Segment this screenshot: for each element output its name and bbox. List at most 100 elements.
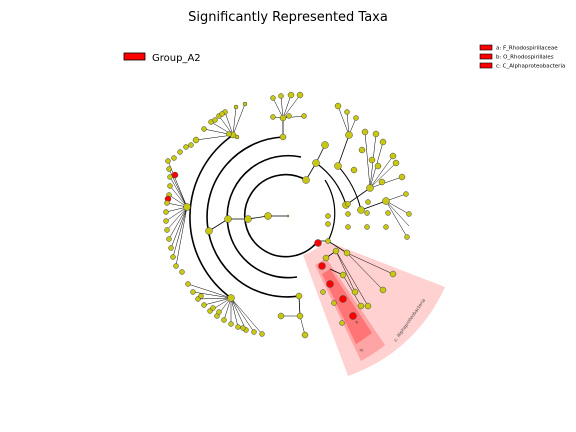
taxon-node (251, 329, 257, 335)
taxon-node (312, 159, 320, 167)
taxon-node (345, 201, 351, 207)
taxon-node (389, 152, 397, 160)
taxon-node (198, 293, 204, 299)
key-text-c: c: C_Alphaproteobacteria (496, 64, 565, 70)
taxon-node (368, 156, 376, 164)
taxon-node (278, 93, 284, 99)
taxon-node (177, 149, 183, 155)
taxon-node (166, 236, 172, 242)
enriched-taxon-node (171, 171, 179, 179)
taxon-node (398, 173, 406, 181)
highlight-key: a: F_Rhodospirillaceae b: O_Rhodospirill… (479, 44, 565, 70)
taxon-node (270, 114, 276, 120)
taxon-node (331, 300, 337, 306)
taxon-node (364, 224, 370, 230)
enriched-taxon-node (314, 239, 322, 247)
taxon-node (345, 211, 351, 217)
taxon-node (383, 224, 389, 230)
taxon-node (173, 263, 179, 269)
taxon-node (325, 213, 331, 219)
highlight-sector-a (322, 269, 372, 344)
taxon-node (351, 288, 359, 296)
taxon-node (372, 130, 380, 138)
taxon-node (163, 218, 169, 224)
taxon-node (166, 166, 172, 172)
taxon-node (406, 211, 412, 217)
key-text-a: a: F_Rhodospirillaceae (496, 46, 558, 52)
taxon-node (343, 249, 351, 257)
taxon-node (165, 158, 171, 164)
taxon-node (164, 227, 170, 233)
enriched-taxon-node (339, 295, 347, 303)
taxon-node (190, 289, 196, 295)
taxon-node (235, 324, 241, 330)
taxon-node (339, 271, 347, 279)
taxon-node (234, 134, 240, 140)
taxon-node (364, 210, 370, 216)
taxon-node (301, 331, 309, 339)
taxon-node (325, 221, 331, 227)
taxon-node (301, 113, 307, 119)
taxon-node (334, 102, 342, 110)
taxon-node (358, 146, 366, 154)
taxon-node (270, 95, 276, 101)
taxon-node (325, 238, 331, 244)
taxon-node (244, 215, 252, 223)
taxon-node (210, 305, 216, 311)
taxon-node (345, 224, 351, 230)
group-legend: Group_A2 (123, 52, 201, 64)
key-swatch-b (479, 53, 493, 60)
taxon-node (334, 162, 342, 170)
taxon-node (192, 136, 200, 144)
taxon-node (188, 142, 194, 148)
taxon-node (224, 215, 232, 223)
group-legend-swatch (123, 52, 146, 61)
taxon-node (279, 114, 287, 122)
taxon-node (179, 269, 185, 275)
enriched-taxon-node (318, 262, 326, 270)
taxon-node (287, 91, 295, 99)
taxon-node (379, 286, 387, 294)
taxon-node (164, 200, 170, 206)
taxon-node (345, 131, 353, 139)
taxon-node (321, 141, 329, 149)
taxon-node (353, 115, 359, 121)
taxon-node (389, 270, 397, 278)
taxon-node (364, 302, 372, 310)
clade-label-a: a (354, 320, 360, 325)
taxon-node (357, 302, 365, 310)
taxon-node (205, 227, 213, 235)
taxon-node (279, 133, 287, 141)
taxon-node (226, 131, 232, 137)
clade-highlights (303, 241, 445, 376)
group-legend-label: Group_A2 (152, 53, 201, 64)
taxon-node (374, 162, 382, 170)
taxon-node (378, 178, 386, 186)
taxon-node (201, 126, 207, 132)
taxon-node (344, 109, 350, 115)
taxon-node (183, 203, 191, 211)
taxon-node (171, 155, 177, 161)
taxon-node (259, 331, 265, 337)
taxon-node (277, 312, 285, 320)
highlight-sector-c (303, 241, 445, 376)
taxon-node (216, 309, 222, 315)
taxon-node (365, 199, 371, 205)
enriched-taxon-node (349, 312, 357, 320)
taxon-node (302, 176, 310, 184)
taxon-node (339, 320, 345, 326)
taxon-node (168, 245, 174, 251)
taxon-node (219, 111, 225, 117)
taxon-node (183, 144, 189, 150)
taxon-node (227, 294, 235, 302)
taxon-node (167, 183, 173, 189)
taxon-node (322, 254, 330, 262)
taxon-node (385, 210, 391, 216)
key-text-b: b: O_Rhodospirillales (496, 55, 554, 61)
taxon-node (296, 91, 304, 99)
taxon-node (163, 209, 169, 215)
taxon-node (295, 292, 303, 300)
key-swatch-a (479, 44, 493, 51)
taxon-node (228, 321, 234, 327)
